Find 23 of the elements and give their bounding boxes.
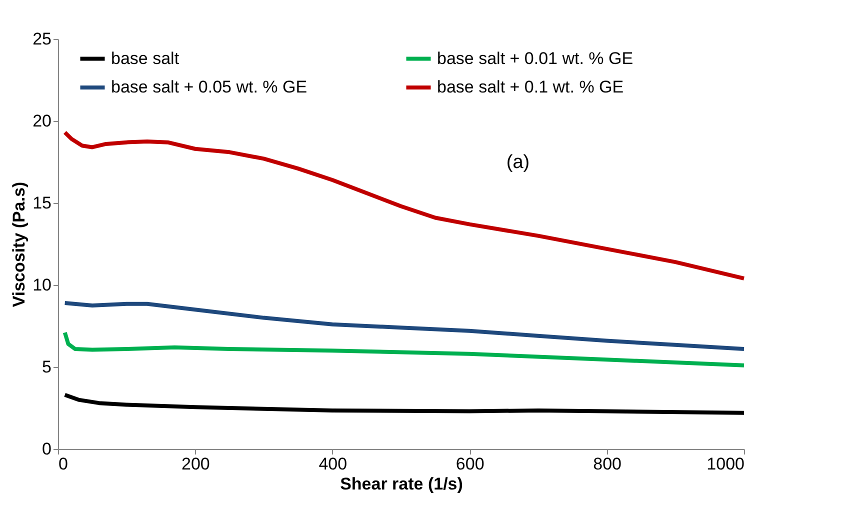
y-tick-label: 15 bbox=[32, 194, 52, 212]
y-tick-label: 5 bbox=[42, 358, 52, 376]
x-tick-label: 200 bbox=[182, 454, 210, 474]
x-tick-label: 0 bbox=[58, 454, 68, 474]
y-tick-label: 25 bbox=[32, 30, 52, 48]
x-tick-label: 800 bbox=[593, 454, 622, 474]
x-tick-label: 400 bbox=[318, 454, 348, 474]
legend-label: base salt bbox=[111, 48, 180, 68]
x-axis-title: Shear rate (1/s) bbox=[340, 474, 463, 494]
y-tick-label: 20 bbox=[32, 112, 52, 130]
y-tick-label: 10 bbox=[32, 276, 52, 294]
y-axis-title: Viscosity (Pa.s) bbox=[10, 182, 29, 308]
line-series bbox=[62, 130, 746, 280]
legend-label: base salt + 0.05 wt. % GE bbox=[111, 78, 308, 96]
annotation: (a) bbox=[506, 152, 530, 173]
line-series bbox=[62, 392, 746, 415]
y-tick-label: 0 bbox=[42, 440, 52, 458]
legend-label: base salt + 0.1 wt. % GE bbox=[437, 78, 624, 96]
line-series bbox=[62, 330, 746, 368]
line-series bbox=[62, 301, 746, 351]
x-tick-label: 600 bbox=[456, 454, 484, 474]
x-tick-label: 1000 bbox=[706, 454, 744, 474]
legend-label: base salt + 0.01 wt. % GE bbox=[437, 48, 634, 68]
